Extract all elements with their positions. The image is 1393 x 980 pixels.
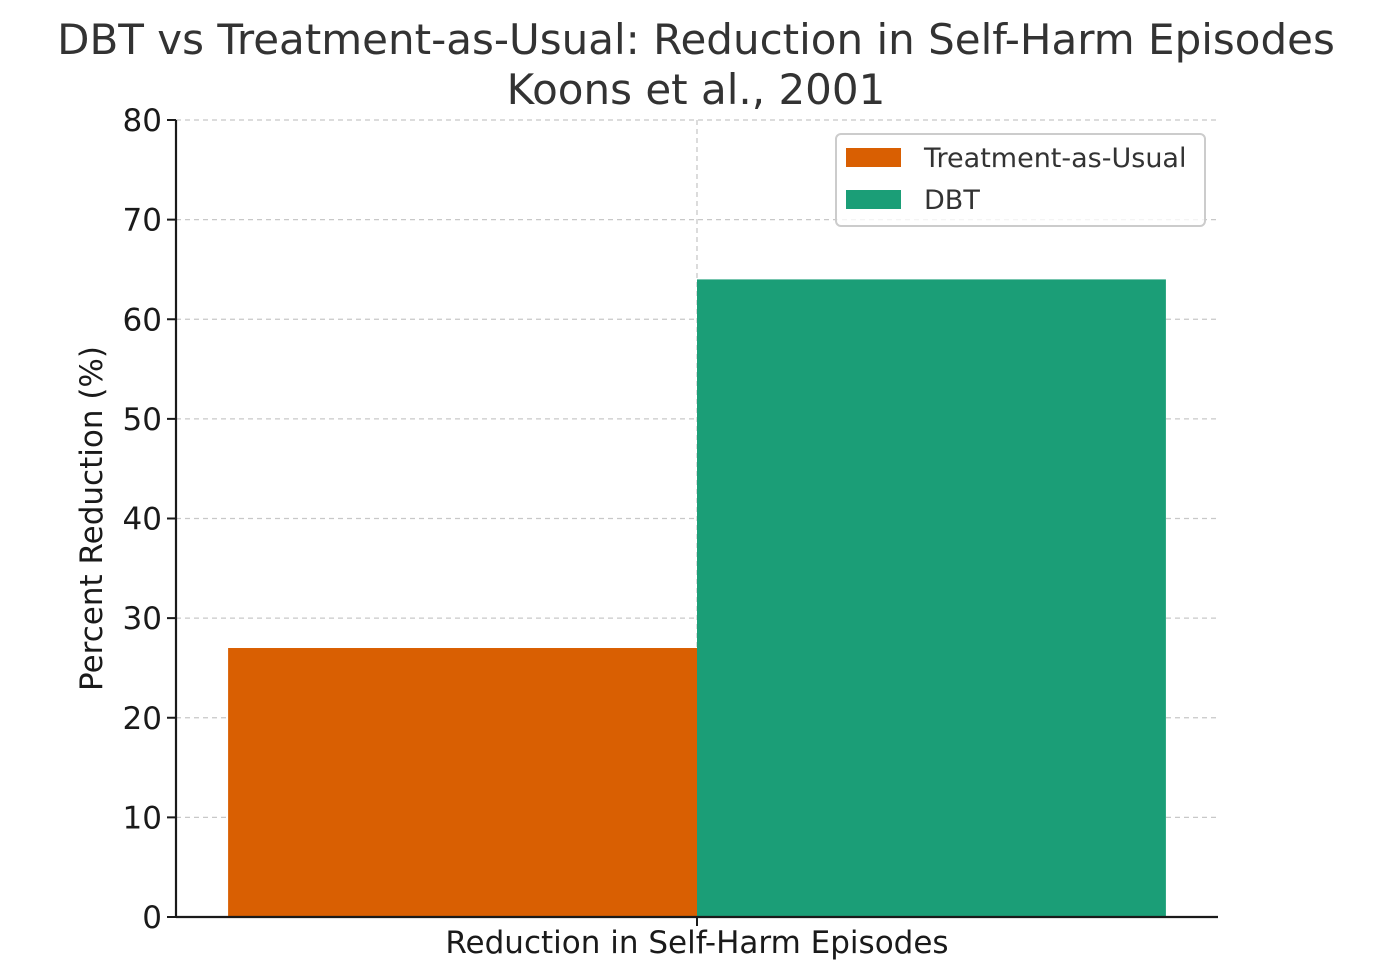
y-tick-label-80: 80 bbox=[123, 103, 162, 139]
y-tick-label-40: 40 bbox=[123, 502, 162, 538]
chart-subtitle: Koons et al., 2001 bbox=[507, 65, 886, 114]
bar-treatment-as-usual bbox=[228, 648, 697, 917]
chart-title: DBT vs Treatment-as-Usual: Reduction in … bbox=[57, 15, 1335, 64]
y-tick-label-50: 50 bbox=[123, 402, 162, 438]
y-tick-label-30: 30 bbox=[123, 601, 162, 637]
legend-swatch-treatment-as-usual bbox=[846, 148, 901, 167]
y-tick-label-60: 60 bbox=[123, 302, 162, 338]
bars bbox=[228, 279, 1166, 917]
y-tick-label-70: 70 bbox=[123, 203, 162, 239]
y-tick-label-10: 10 bbox=[123, 800, 162, 836]
legend: Treatment-as-Usual DBT bbox=[836, 134, 1205, 226]
legend-label-treatment-as-usual: Treatment-as-Usual bbox=[923, 143, 1186, 174]
bar-dbt bbox=[697, 279, 1166, 917]
y-tick-label-20: 20 bbox=[123, 701, 162, 737]
y-axis-title: Percent Reduction (%) bbox=[74, 346, 110, 691]
legend-label-dbt: DBT bbox=[924, 185, 980, 216]
y-tick-label-0: 0 bbox=[142, 900, 162, 936]
x-category-label: Reduction in Self-Harm Episodes bbox=[445, 925, 948, 961]
legend-swatch-dbt bbox=[846, 190, 901, 209]
